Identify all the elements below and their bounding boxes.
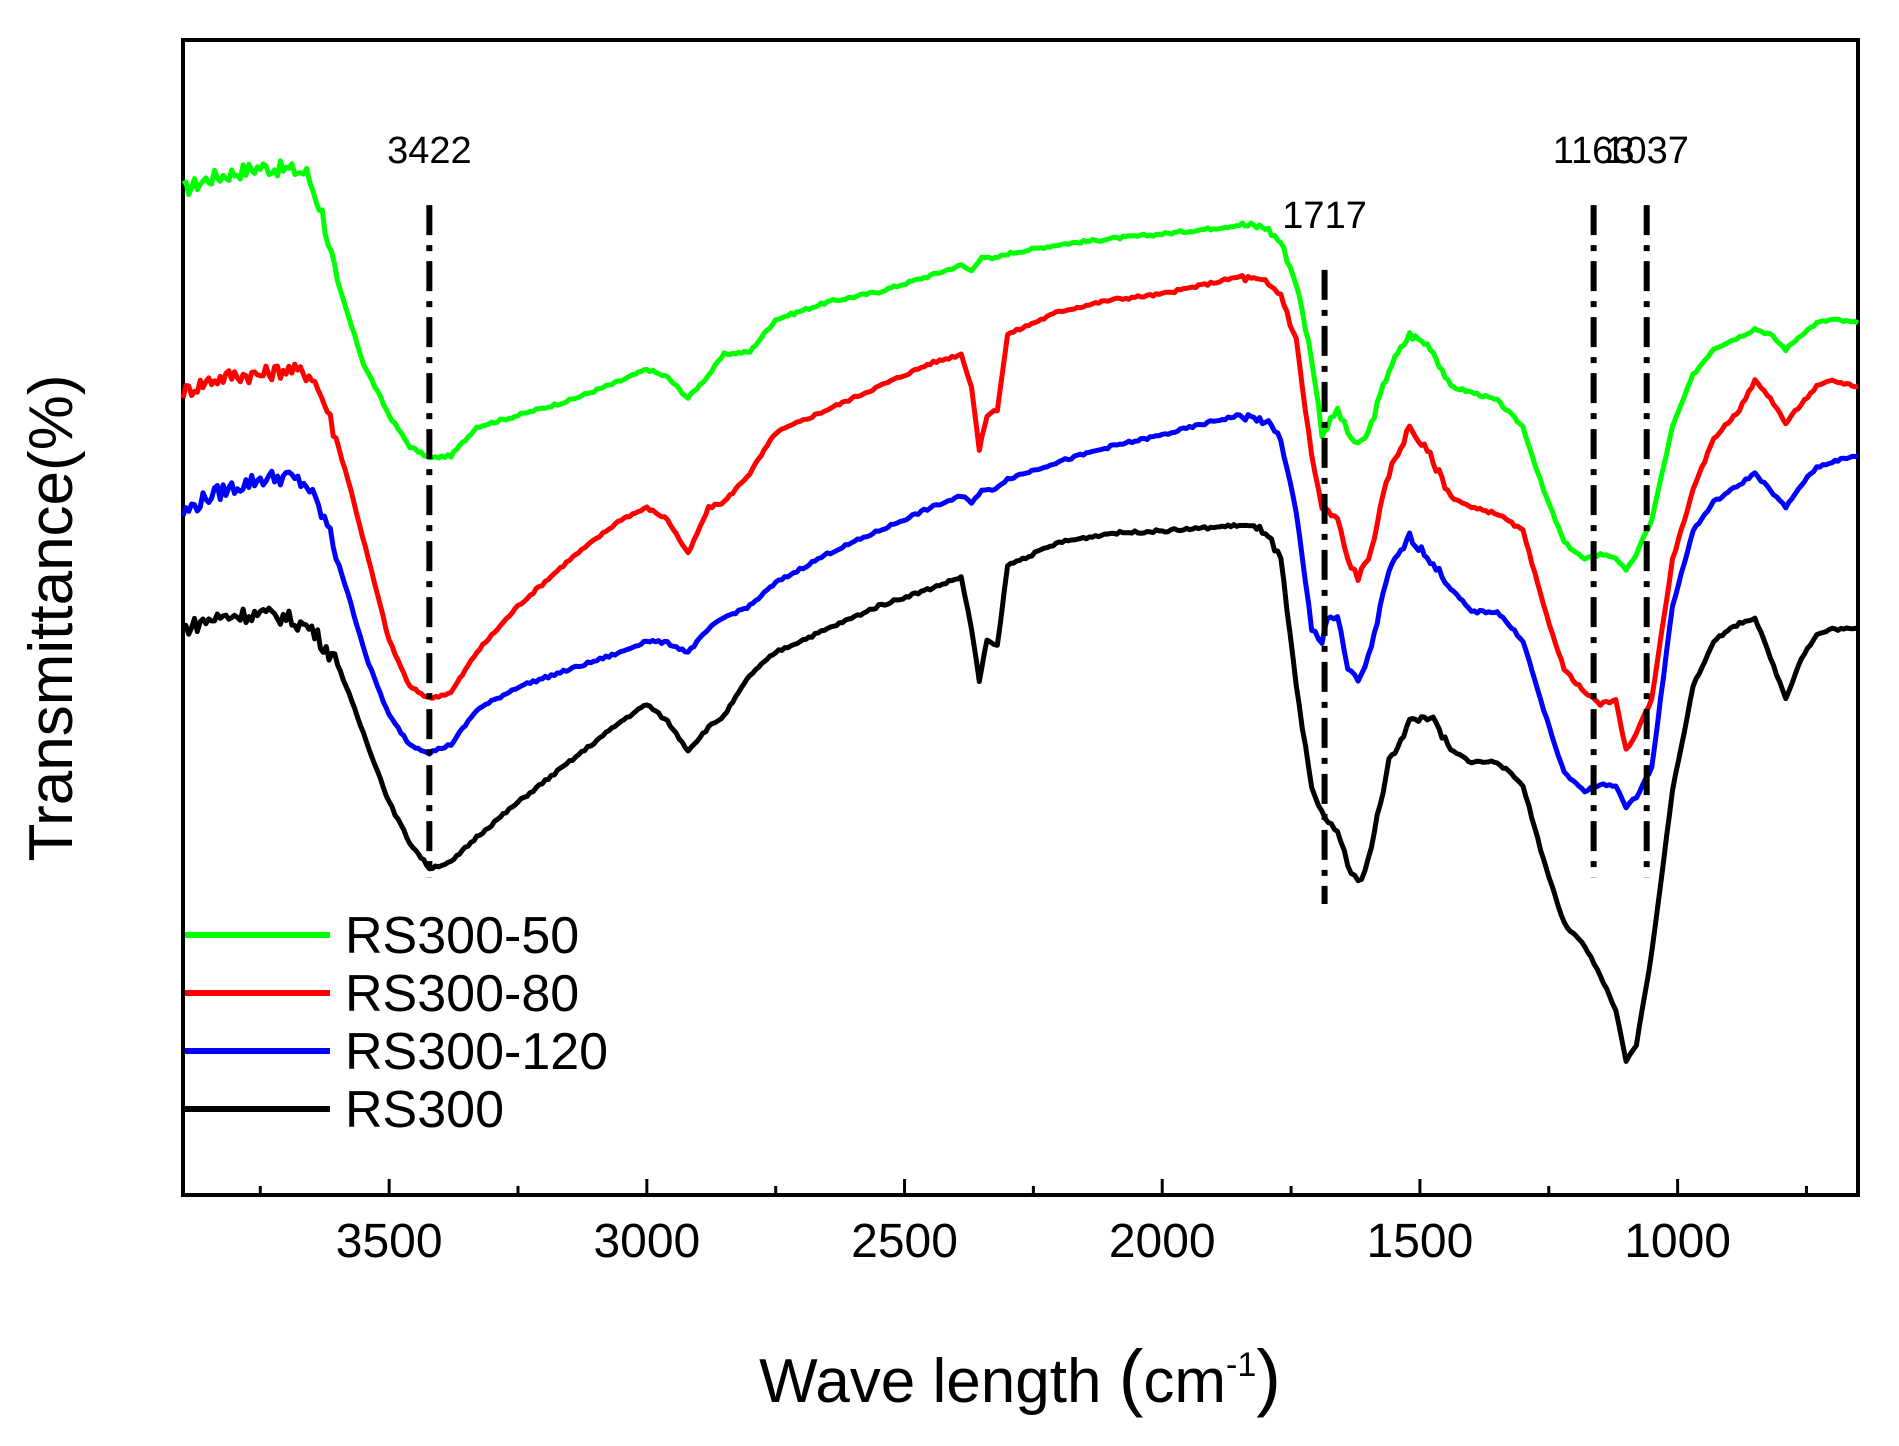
peak-label-1717: 1717 [1282, 195, 1367, 237]
x-axis-unit-base: cm [1143, 1347, 1226, 1416]
series-line-rs300-80 [180, 273, 1859, 752]
series-lines [180, 158, 1860, 1064]
peak-label-3422: 3422 [387, 130, 472, 172]
x-tick-label: 3500 [336, 1215, 443, 1268]
series-line-rs300-120 [180, 412, 1859, 811]
series-line-rs300 [181, 522, 1859, 1064]
plot-frame [181, 38, 1860, 1197]
x-axis-unit-exp: -1 [1226, 1346, 1256, 1384]
x-axis-title: Wave length (cm-1) [759, 1335, 1281, 1418]
y-axis-title: Transmittance(%) [17, 375, 86, 862]
x-tick-label: 2000 [1109, 1215, 1216, 1268]
x-tick-label: 1000 [1624, 1215, 1731, 1268]
legend-label: RS300-80 [345, 965, 579, 1023]
legend-label: RS300-50 [345, 907, 579, 965]
series-line-rs300-50 [181, 158, 1860, 573]
x-tick-label: 1500 [1367, 1215, 1474, 1268]
x-tick-label: 3000 [593, 1215, 700, 1268]
peak-label-1037: 1037 [1604, 130, 1689, 172]
x-axis-title-paren-open: ( [1119, 1335, 1144, 1418]
x-axis-ticks: 3500 3000 2500 2000 1500 1000 [258, 1179, 1808, 1268]
x-tick-label: 2500 [851, 1215, 958, 1268]
legend-label: RS300-120 [345, 1023, 608, 1081]
x-axis-title-paren-close: ) [1256, 1335, 1281, 1418]
x-axis-title-text: Wave length [759, 1347, 1101, 1416]
peak-label-1163: 1163 [1553, 130, 1635, 172]
legend-label: RS300 [345, 1081, 504, 1139]
